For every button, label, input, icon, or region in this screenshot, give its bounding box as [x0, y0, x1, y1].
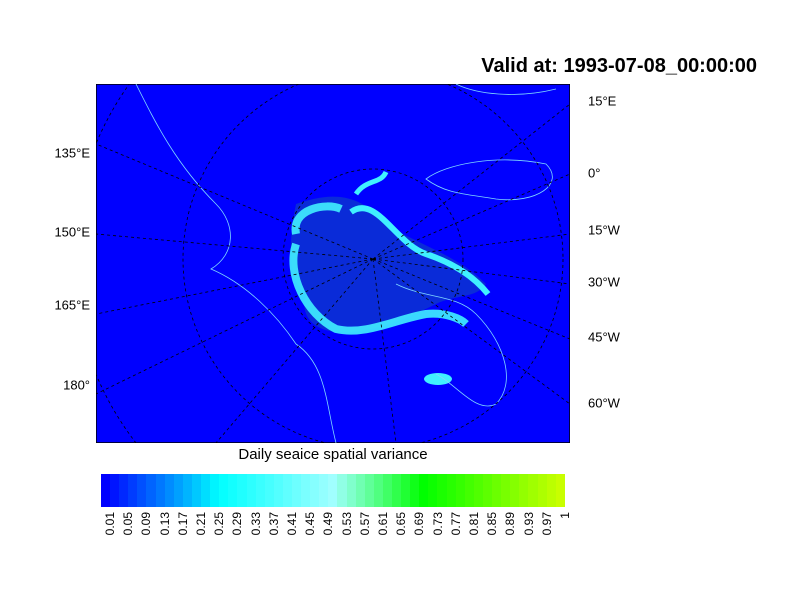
colorbar-tick-label: 0.17 [175, 512, 190, 536]
lon-label-left: 165°E [54, 297, 90, 313]
colorbar-box [401, 474, 411, 507]
colorbar-tick-label: 0.85 [485, 512, 500, 536]
colorbar-box [382, 474, 392, 507]
lon-label-left: 180° [63, 377, 90, 393]
colorbar-tick-label: 0.13 [157, 512, 172, 536]
colorbar-box [473, 474, 483, 507]
lon-label-right: 15°E [588, 93, 617, 109]
colorbar-box [455, 474, 465, 507]
colorbar-tick-label: 0.77 [448, 512, 463, 536]
colorbar-box [373, 474, 383, 507]
colorbar-box [537, 474, 547, 507]
lon-label-right: 45°W [588, 329, 620, 345]
colorbar-box [210, 474, 220, 507]
colorbar-box [346, 474, 356, 507]
colorbar-box [255, 474, 265, 507]
colorbar-tick-label: 0.25 [212, 512, 227, 536]
colorbar-tick-label: 0.33 [248, 512, 263, 536]
colorbar-tick-label: 0.05 [121, 512, 136, 536]
colorbar-box [446, 474, 456, 507]
colorbar-tick-label: 0.65 [394, 512, 409, 536]
colorbar-tick-label: 0.57 [357, 512, 372, 536]
colorbar-box [392, 474, 402, 507]
colorbar-tick-label: 0.97 [539, 512, 554, 536]
colorbar-tick-label: 0.89 [503, 512, 518, 536]
sea-ice-field [289, 170, 491, 385]
colorbar-box [273, 474, 283, 507]
colorbar-box [437, 474, 447, 507]
colorbar-tick-label: 0.01 [103, 512, 118, 536]
colorbar-labels: 0.01 0.05 0.09 0.13 0.17 0.21 0.25 0.29 0.33 0.37… [101, 512, 572, 562]
colorbar-tick-label: 0.09 [139, 512, 154, 536]
lon-label-left: 150°E [54, 224, 90, 240]
colorbar-box [119, 474, 129, 507]
colorbar-box [319, 474, 329, 507]
colorbar-box [410, 474, 420, 507]
plot-title: Valid at: 1993-07-08_00:00:00 [481, 55, 757, 77]
colorbar-box [264, 474, 274, 507]
lon-label-right: 0° [588, 165, 601, 181]
coastlines [135, 84, 557, 443]
colorbar-box [146, 474, 156, 507]
colorbar-box [528, 474, 538, 507]
colorbar-box [191, 474, 202, 507]
colorbar-box [228, 474, 238, 507]
colorbar-box [291, 474, 302, 507]
colorbar-box [301, 474, 311, 507]
map-plot [96, 84, 570, 443]
colorbar-box [419, 474, 429, 507]
colorbar-tick-label: 0.45 [303, 512, 318, 536]
colorbar-box [364, 474, 374, 507]
colorbar-box [492, 474, 502, 507]
colorbar-tick-label: 0.93 [521, 512, 536, 536]
colorbar-box [501, 474, 511, 507]
colorbar-tick-label: 0.73 [430, 512, 445, 536]
colorbar-box [428, 474, 438, 507]
colorbar-box [519, 474, 529, 507]
colorbar-tick-label: 0.49 [321, 512, 336, 536]
colorbar-tick-label: 0.81 [467, 512, 482, 536]
colorbar-tick-label: 0.61 [376, 512, 391, 536]
lon-label-right: 30°W [588, 274, 620, 290]
colorbar-box [137, 474, 147, 507]
colorbar-box [182, 474, 192, 507]
colorbar [101, 474, 565, 507]
colorbar-box [546, 474, 556, 507]
colorbar-tick-label: 0.41 [285, 512, 300, 536]
colorbar-tick-label: 1 [558, 512, 572, 519]
colorbar-box [173, 474, 183, 507]
colorbar-box [128, 474, 138, 507]
colorbar-tick-label: 0.29 [230, 512, 245, 536]
colorbar-box [482, 474, 493, 507]
colorbar-box [282, 474, 292, 507]
colorbar-box [555, 474, 565, 507]
colorbar-box [110, 474, 120, 507]
colorbar-tick-label: 0.69 [412, 512, 427, 536]
colorbar-box [510, 474, 520, 507]
colorbar-tick-label: 0.53 [339, 512, 354, 536]
lon-label-left: 135°E [54, 145, 90, 161]
lon-label-right: 15°W [588, 222, 620, 238]
colorbar-box [201, 474, 211, 507]
colorbar-box [101, 474, 111, 507]
colorbar-box [328, 474, 338, 507]
graticule [96, 84, 570, 443]
colorbar-box [355, 474, 365, 507]
lon-label-right: 60°W [588, 395, 620, 411]
colorbar-box [237, 474, 247, 507]
colorbar-box [219, 474, 229, 507]
colorbar-tick-label: 0.21 [194, 512, 209, 536]
colorbar-box [337, 474, 347, 507]
colorbar-box [164, 474, 174, 507]
colorbar-title: Daily seaice spatial variance [238, 446, 428, 463]
colorbar-box [464, 474, 474, 507]
colorbar-tick-label: 0.37 [266, 512, 281, 536]
colorbar-box [246, 474, 256, 507]
colorbar-box [310, 474, 320, 507]
colorbar-box [155, 474, 165, 507]
